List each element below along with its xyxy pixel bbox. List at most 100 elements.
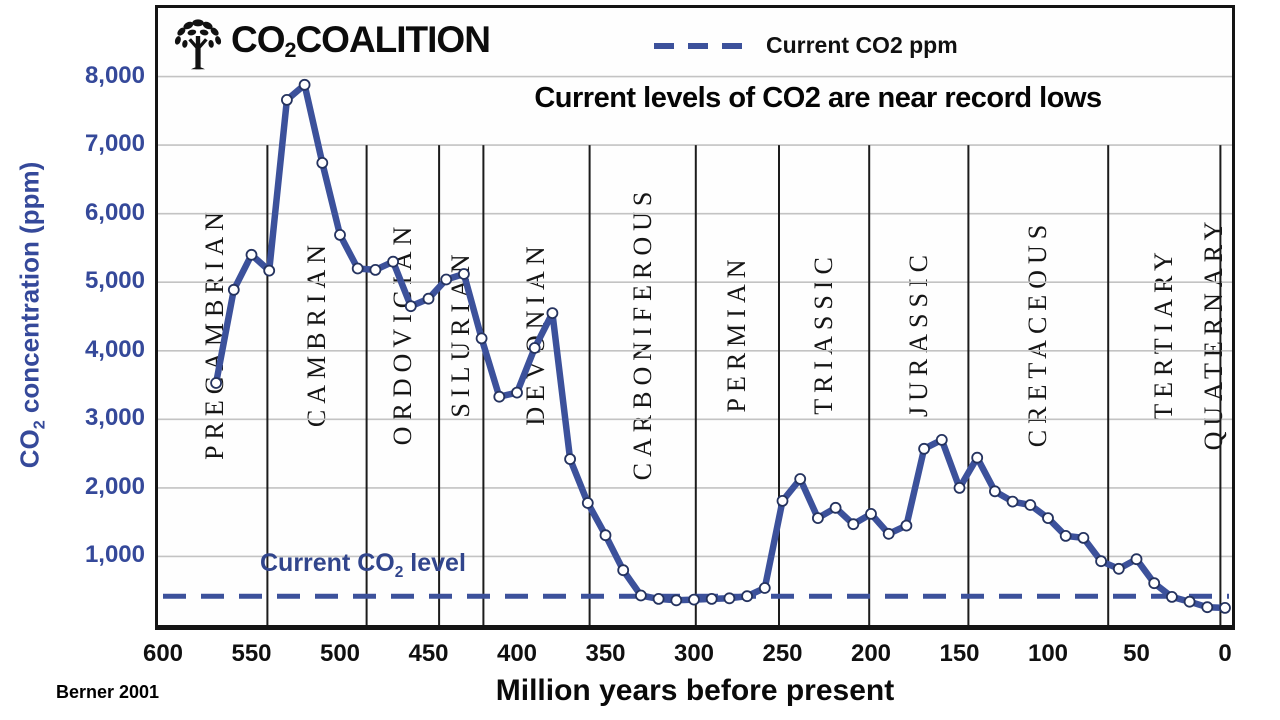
data-point-marker: [776, 494, 789, 507]
data-point-marker: [847, 518, 860, 531]
y-tick-label-4000: 4,000: [84, 335, 145, 363]
logo-co: CO: [231, 19, 285, 60]
data-point-marker: [404, 300, 417, 313]
data-point-marker: [1006, 495, 1019, 508]
data-point-marker: [475, 332, 488, 345]
data-point-marker: [918, 442, 930, 455]
data-point-marker: [705, 593, 718, 605]
data-point-marker: [581, 497, 594, 509]
y-tick-label-7000: 7,000: [84, 130, 145, 158]
data-point-marker: [1095, 555, 1107, 568]
x-tick-label-600: 600: [142, 640, 184, 667]
x-tick-label-250: 250: [762, 640, 803, 667]
data-point-marker: [599, 529, 612, 542]
plot-area: PRECAMBRIAN CAMBRIAN ORDOVICIAN SILURIAN DEV…: [155, 5, 1235, 630]
data-point-marker: [1130, 553, 1143, 566]
data-point-marker: [1077, 532, 1090, 544]
data-point-marker: [245, 248, 258, 261]
data-point-marker: [794, 473, 807, 485]
data-point-marker: [493, 390, 506, 403]
tree-icon: [174, 18, 222, 69]
x-axis-title: Million years before present: [495, 674, 895, 707]
data-point-marker: [280, 94, 293, 106]
x-tick-label-350: 350: [585, 640, 626, 667]
logo-wordmark: CO2COALITION: [231, 12, 491, 73]
data-point-marker: [670, 594, 683, 607]
y-tick-label-1000: 1,000: [84, 541, 145, 569]
y-tick-label-2000: 2,000: [84, 472, 145, 500]
co2-history-plot: [158, 75, 1232, 625]
data-point-marker: [227, 283, 240, 296]
co2-coalition-logo: CO2COALITION: [170, 12, 491, 73]
current-co2-level-annotation: Current CO2 level: [260, 549, 466, 582]
data-point-marker: [263, 264, 276, 277]
data-point-marker: [387, 255, 400, 268]
x-tick-label-50: 50: [1123, 640, 1150, 667]
data-point-marker: [882, 527, 895, 540]
x-tick-label-400: 400: [496, 640, 538, 667]
data-point-marker: [1112, 562, 1125, 575]
data-point-marker: [812, 512, 824, 525]
x-tick-label-500: 500: [319, 640, 361, 667]
data-point-marker: [546, 307, 559, 320]
current-level-prefix: Current CO: [260, 549, 395, 577]
co2-curve: [212, 81, 1229, 612]
data-point-marker: [1166, 591, 1178, 603]
legend-current-co2: Current CO2 ppm: [652, 32, 958, 59]
data-point-marker: [617, 564, 630, 577]
data-point-marker: [457, 268, 470, 280]
data-point-marker: [298, 78, 311, 91]
y-axis-title-prefix: CO: [14, 429, 45, 469]
x-tick-label-450: 450: [408, 640, 449, 667]
legend-label: Current CO2 ppm: [766, 32, 958, 58]
x-tick-label-300: 300: [673, 640, 715, 667]
logo-coalition: COALITION: [295, 19, 490, 60]
data-point-marker: [723, 592, 736, 605]
data-point-marker: [634, 589, 647, 602]
data-point-marker: [1201, 601, 1214, 614]
data-point-marker: [210, 377, 222, 389]
data-point-marker: [1059, 530, 1072, 542]
data-point-marker: [971, 451, 984, 464]
source-citation: Berner 2001: [56, 682, 160, 702]
x-tick-label-550: 550: [231, 640, 272, 667]
data-point-marker: [953, 481, 966, 494]
data-point-marker: [440, 273, 453, 286]
data-point-marker: [989, 485, 1001, 498]
data-point-marker: [564, 453, 577, 466]
y-tick-label-8000: 8,000: [84, 61, 145, 89]
data-point-marker: [334, 228, 346, 241]
data-point-marker: [865, 507, 877, 520]
x-tick-label-0: 0: [1218, 640, 1232, 667]
data-point-marker: [1042, 512, 1054, 525]
logo-subscript-2: 2: [284, 37, 297, 62]
data-point-marker: [369, 263, 382, 276]
data-point-marker: [741, 590, 753, 603]
y-tick-label-5000: 5,000: [84, 267, 145, 295]
x-tick-label-150: 150: [939, 640, 980, 667]
data-point-marker: [1183, 595, 1196, 608]
data-point-marker: [758, 582, 771, 594]
data-point-marker: [1219, 602, 1231, 614]
x-tick-label-100: 100: [1027, 640, 1069, 667]
data-point-marker: [935, 433, 948, 446]
chart-headline: Current levels of CO2 are near record lo…: [534, 82, 1102, 114]
current-level-subscript: 2: [394, 564, 404, 581]
data-point-marker: [316, 156, 329, 169]
data-point-marker: [900, 519, 913, 532]
y-tick-label-6000: 6,000: [84, 198, 145, 226]
data-point-marker: [422, 292, 435, 305]
data-point-marker: [829, 501, 842, 514]
y-tick-label-3000: 3,000: [84, 404, 145, 432]
data-point-marker: [511, 386, 523, 399]
current-level-suffix: level: [403, 549, 466, 577]
dashed-line-legend-swatch: [654, 42, 746, 49]
data-point-marker: [688, 593, 700, 606]
data-point-marker: [351, 262, 364, 275]
data-point-marker: [652, 593, 665, 605]
data-point-marker: [1148, 577, 1161, 590]
x-tick-label-200: 200: [850, 640, 892, 667]
data-point-marker: [528, 342, 541, 354]
data-point-marker: [1024, 499, 1037, 511]
